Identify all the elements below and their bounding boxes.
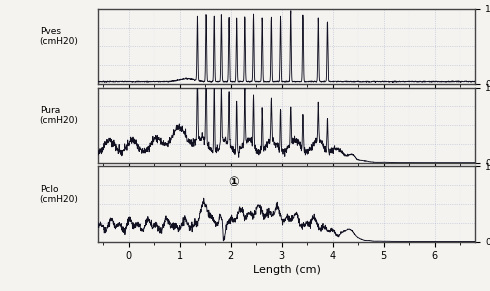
Y-axis label: Pura
(cmH20): Pura (cmH20) — [40, 106, 78, 125]
X-axis label: Length (cm): Length (cm) — [253, 265, 320, 275]
Text: ①: ① — [228, 176, 239, 189]
Y-axis label: Pclo
(cmH20): Pclo (cmH20) — [40, 184, 78, 204]
Y-axis label: Pves
(cmH20): Pves (cmH20) — [40, 27, 78, 46]
